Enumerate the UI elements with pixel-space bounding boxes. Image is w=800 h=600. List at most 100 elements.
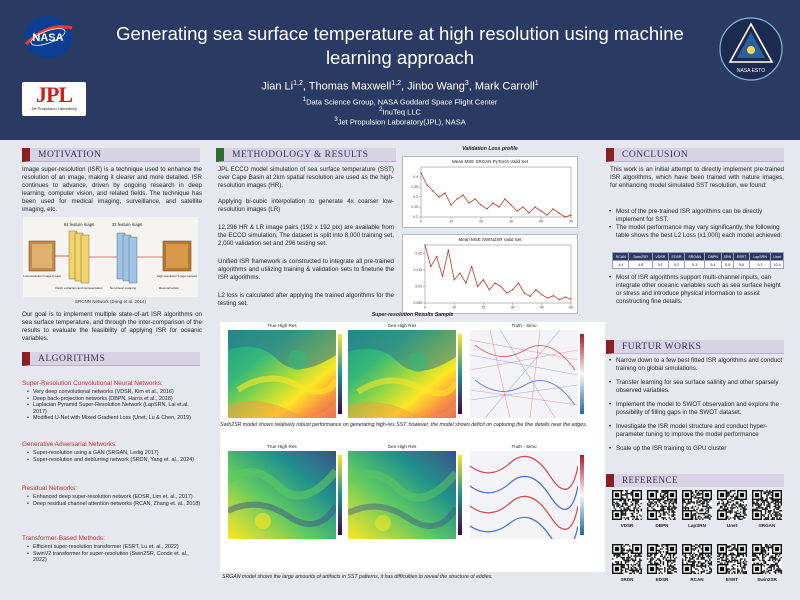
data-point (511, 289, 514, 291)
y-tick-label: 0.015 (414, 268, 423, 272)
qr-code-edsr-icon[interactable] (647, 544, 677, 574)
data-point (546, 297, 549, 299)
data-point (540, 210, 542, 212)
figure-label-lr-input: Low-resolution image (input) (23, 274, 61, 278)
x-tick-label: 50 (569, 306, 573, 310)
data-point (506, 292, 508, 294)
data-point (456, 198, 458, 200)
method-paragraph-2: Applying bi-cubic interpolation to gener… (218, 198, 394, 213)
sst-map-diff-swin (470, 330, 578, 418)
data-point (426, 184, 428, 186)
qr-label: LapSRN (688, 523, 706, 528)
list-item: Narrow down to a few best fitted ISR alg… (608, 357, 786, 373)
x-tick-label: 20 (482, 306, 486, 310)
method-paragraph-5: L2 loss is calculated after applying the… (218, 292, 394, 307)
qr-code-lapsrn-icon[interactable] (682, 490, 712, 520)
motivation-heading: MOTIVATION (22, 148, 200, 162)
data-point (564, 216, 566, 218)
list-item: Very deep convolutional networks (VDSR, … (26, 389, 202, 396)
author-name: Thomas Maxwell (308, 80, 392, 93)
data-point (498, 206, 500, 208)
y-tick-label: 0.4 (413, 175, 418, 179)
chart-title: Mean MSE SRGAN PyTorch Valid Set (452, 159, 528, 164)
list-item: Deep residual channel attention networks… (26, 501, 202, 508)
y-tick-label: 0.35 (411, 185, 418, 189)
mission-logo-text: NASA ESTO (737, 68, 765, 74)
affiliation-sup: 3 (334, 116, 338, 123)
data-point (474, 198, 476, 200)
qr-code-vdsr-icon[interactable] (612, 490, 642, 520)
figure-label-nonlinear: Non-linear mapping (110, 286, 137, 290)
figure-label-reconstruction: Reconstruction (159, 286, 179, 290)
jpl-logo-text: JPL (35, 82, 73, 107)
sst-map-true-hr-swin (228, 330, 336, 418)
qr-code-srgan-icon[interactable] (752, 490, 782, 520)
map-label: Truth - Simu (511, 444, 537, 449)
series-line (420, 172, 572, 218)
map-label: Truth - Simu (511, 323, 537, 328)
qr-label: EDSR (655, 577, 669, 582)
list-item: Most of the pre-trained ISR algorithms c… (608, 208, 784, 224)
map-label: Gen High Res (387, 323, 417, 328)
table-header-cell: DBPN (704, 252, 722, 261)
figure-caption: SRCNN Network (Dong et al. 2014) (74, 299, 147, 304)
x-tick-label: 0 (420, 220, 422, 224)
qr-code-rcan-icon[interactable] (682, 544, 712, 574)
colorbar (338, 455, 342, 535)
list-item: Efficient super-resolution transformer (… (26, 544, 202, 551)
list-item: Super-resolution and deblurring network … (26, 457, 202, 464)
data-point (570, 298, 572, 300)
qr-code-dbpn-icon[interactable] (647, 490, 677, 520)
list-item: Enhanced deep super-resolution network (… (26, 494, 202, 501)
qr-code-srdn-icon[interactable] (612, 544, 642, 574)
qr-code-esrt-icon[interactable] (717, 544, 747, 574)
qr-code-swin2sr-icon[interactable] (752, 544, 782, 574)
qr-code-unet-icon[interactable] (717, 490, 747, 520)
map-label: Gen High Res (387, 444, 417, 449)
data-point (494, 282, 496, 284)
list-item: Most of ISR algorithms support multi-cha… (608, 274, 784, 306)
qr-label: SRGAN (758, 523, 776, 528)
srgan-caption: SRGAN model shows the large amounts of a… (222, 574, 493, 580)
algo-group-title-transformer: Transformer-Based Methods: (22, 535, 105, 542)
future-works-heading: FURTUR WORKS (606, 340, 784, 354)
affiliation-sup: 2 (379, 106, 383, 113)
colorbar (458, 455, 462, 535)
data-point (558, 298, 561, 301)
algo-group-title-residual: Residual Networks: (22, 485, 78, 492)
colorbar (458, 334, 462, 414)
data-point (444, 192, 446, 194)
algo-list-residual: Enhanced deep super-resolution network (… (26, 494, 202, 507)
figure-label-64-maps: 64 feature maps (64, 222, 94, 227)
x-tick-label: 0 (424, 306, 426, 310)
algo-list-gan: Super-resolution using a GAN (SRGAN, Led… (26, 450, 202, 463)
affiliation-3: 3Jet Propulsion Laboratory(JPL), NASA (180, 116, 620, 127)
qr-label: DBPN (655, 523, 669, 528)
header-banner (0, 0, 800, 140)
title-line-2: learning approach (325, 47, 475, 68)
method-paragraph-3: 12,296 HR & LR image pairs (192 x 192 pi… (218, 224, 394, 247)
loss-profile-title: Validation Loss profile (462, 146, 518, 152)
sst-map-true-hr-srgan (228, 451, 336, 539)
qr-label: Swin2SR (757, 577, 777, 582)
jpl-logo: JPL Jet Propulsion Laboratory (22, 82, 86, 116)
series-line (424, 244, 572, 301)
map-label: True High Res (267, 323, 297, 328)
affiliation-text: Data Science Group, NASA Goddard Space F… (306, 97, 498, 107)
list-item: SwinV2 transformer for super-resolution … (26, 551, 202, 564)
table-header-cell: SRN (720, 252, 735, 261)
title-line-1: Generating sea surface temperature at hi… (116, 23, 684, 44)
data-point (476, 285, 479, 288)
qr-label: SRDN (620, 577, 634, 582)
loss-chart-swin2sr-svg: 0.005 0.01 0.015 0.02 0 10 20 30 40 50 (414, 244, 573, 310)
chart-title: Mean MSE SWIN2SR Valid Set (458, 237, 522, 242)
plot-frame (420, 166, 572, 218)
conclusion-list: Most of the pre-trained ISR algorithms c… (608, 208, 784, 240)
qr-label: Unet (726, 523, 738, 528)
data-point (523, 292, 525, 294)
authors-line: Jian Li1,2, Thomas Maxwell1,2, Jinbo Wan… (261, 80, 539, 93)
table-header-cell: VDSR (651, 252, 669, 261)
table-cell: 4.4 (611, 260, 630, 269)
table-header-cell: ESRT (733, 252, 750, 261)
